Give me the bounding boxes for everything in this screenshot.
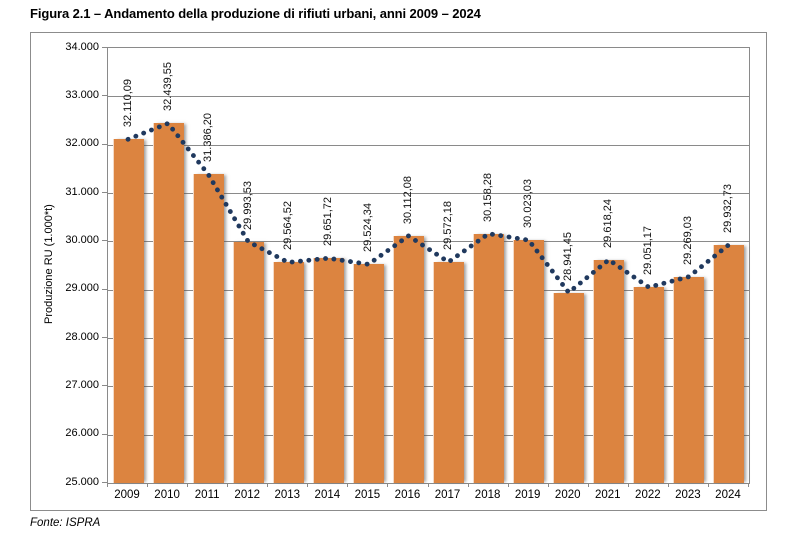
bar-2015 bbox=[352, 264, 384, 483]
y-tick-label: 32.000 bbox=[65, 137, 99, 150]
x-tick-mark bbox=[748, 483, 749, 487]
x-axis-label-2014: 2014 bbox=[314, 489, 341, 501]
y-tick-label: 33.000 bbox=[65, 88, 99, 101]
data-label-2012: 29.993,53 bbox=[241, 180, 254, 230]
data-label-2015: 29.524,34 bbox=[361, 203, 374, 253]
y-tick-mark bbox=[102, 433, 107, 435]
bar-2019 bbox=[513, 240, 545, 483]
data-label-2014: 29.651,72 bbox=[321, 197, 334, 247]
x-axis-label-2021: 2021 bbox=[594, 489, 621, 501]
x-tick-mark bbox=[387, 483, 389, 487]
x-tick-mark bbox=[587, 483, 589, 487]
data-label-2023: 29.269,03 bbox=[682, 215, 695, 265]
figure-title: Figura 2.1 – Andamento della produzione … bbox=[30, 6, 481, 21]
x-tick-mark bbox=[187, 483, 189, 487]
bar-2009 bbox=[112, 139, 144, 483]
plot-area: 32.110,09 32.439,55 31.386,20 29.993,53 29.5… bbox=[107, 47, 750, 484]
x-tick-mark bbox=[307, 483, 309, 487]
y-tick-mark bbox=[102, 385, 107, 387]
x-tick-mark bbox=[147, 483, 149, 487]
x-tick-mark bbox=[467, 483, 469, 487]
bar-2020 bbox=[553, 292, 585, 483]
y-tick-label: 27.000 bbox=[65, 378, 99, 391]
bar-2016 bbox=[392, 235, 424, 483]
x-tick-mark bbox=[627, 483, 629, 487]
bar-2014 bbox=[312, 258, 344, 483]
bar-2013 bbox=[272, 262, 304, 483]
data-label-2020: 28.941,45 bbox=[562, 231, 575, 281]
x-axis-label-2019: 2019 bbox=[514, 489, 541, 501]
x-axis-label-2024: 2024 bbox=[715, 489, 741, 501]
x-tick-mark bbox=[667, 483, 669, 487]
x-axis-label-2013: 2013 bbox=[274, 489, 301, 501]
y-tick-mark bbox=[102, 288, 107, 290]
data-label-2018: 30.158,28 bbox=[482, 172, 495, 222]
x-axis-label-2022: 2022 bbox=[635, 489, 661, 501]
x-tick-mark bbox=[347, 483, 349, 487]
bar-2011 bbox=[192, 174, 224, 483]
gridline bbox=[108, 338, 749, 339]
chart-area: Produzione RU (1.000*t) 32.110,09 32.439,… bbox=[30, 32, 767, 511]
data-label-2022: 29.051,17 bbox=[642, 226, 655, 276]
data-label-2011: 31.386,20 bbox=[201, 113, 214, 163]
y-tick-mark bbox=[102, 192, 107, 193]
bar-2021 bbox=[593, 259, 625, 483]
data-label-2009: 32.110,09 bbox=[121, 79, 134, 128]
y-tick-label: 29.000 bbox=[65, 282, 99, 295]
x-axis-label-2016: 2016 bbox=[394, 489, 421, 501]
x-tick-mark bbox=[107, 483, 108, 487]
y-tick-label: 28.000 bbox=[65, 330, 99, 343]
bar-2022 bbox=[633, 287, 665, 483]
bar-2010 bbox=[152, 123, 184, 483]
y-tick-mark bbox=[102, 337, 107, 338]
source-note: Fonte: ISPRA bbox=[30, 517, 101, 529]
x-tick-mark bbox=[227, 483, 229, 487]
x-axis-label-2023: 2023 bbox=[675, 489, 701, 501]
data-label-2010: 32.439,55 bbox=[161, 62, 174, 112]
x-tick-mark bbox=[547, 483, 549, 487]
bar-2024 bbox=[713, 244, 745, 483]
gridline bbox=[108, 96, 749, 98]
x-tick-mark bbox=[707, 483, 709, 487]
y-tick-mark bbox=[102, 143, 107, 145]
x-tick-mark bbox=[427, 483, 429, 487]
y-tick-label: 34.000 bbox=[65, 40, 99, 53]
y-tick-mark bbox=[102, 47, 107, 48]
bar-2023 bbox=[673, 276, 705, 483]
y-tick-label: 25.000 bbox=[65, 475, 99, 488]
x-axis-label-2009: 2009 bbox=[114, 489, 140, 501]
y-tick-label: 31.000 bbox=[65, 185, 99, 198]
x-axis-label-2012: 2012 bbox=[234, 489, 261, 501]
y-axis-title: Produzione RU (1.000*t) bbox=[43, 204, 55, 325]
data-label-2016: 30.112,08 bbox=[401, 175, 414, 224]
bar-2018 bbox=[473, 233, 505, 483]
x-axis-label-2020: 2020 bbox=[554, 489, 581, 501]
x-axis-label-2011: 2011 bbox=[194, 489, 220, 501]
bar-2012 bbox=[232, 241, 264, 483]
data-label-2019: 30.023,03 bbox=[522, 179, 535, 229]
gridline bbox=[108, 386, 749, 388]
data-label-2017: 29.572,18 bbox=[442, 201, 455, 251]
x-axis-label-2010: 2010 bbox=[154, 489, 180, 501]
y-tick-label: 26.000 bbox=[65, 427, 99, 440]
data-label-2013: 29.564,52 bbox=[281, 201, 294, 251]
y-tick-label: 30.000 bbox=[65, 233, 99, 246]
x-axis-label-2015: 2015 bbox=[354, 489, 381, 501]
y-tick-mark bbox=[102, 482, 107, 483]
x-axis-label-2017: 2017 bbox=[434, 489, 461, 501]
x-tick-mark bbox=[267, 483, 269, 487]
gridline bbox=[108, 434, 749, 436]
x-tick-mark bbox=[507, 483, 509, 487]
bar-2017 bbox=[433, 262, 465, 483]
y-tick-mark bbox=[102, 240, 107, 242]
y-tick-mark bbox=[102, 95, 107, 97]
data-label-2021: 29.618,24 bbox=[602, 198, 615, 248]
x-axis-label-2018: 2018 bbox=[474, 489, 501, 501]
data-label-2024: 29.932,73 bbox=[722, 183, 735, 233]
